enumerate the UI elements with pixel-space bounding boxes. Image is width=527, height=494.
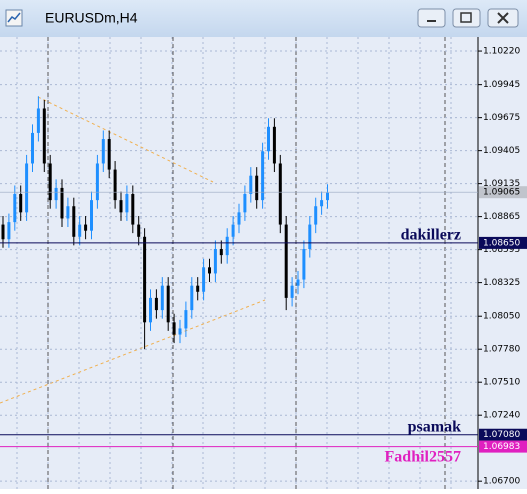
- candle-body: [249, 175, 253, 195]
- maximize-button[interactable]: [452, 8, 481, 28]
- level-price-box: [479, 440, 527, 453]
- candle-body: [225, 236, 229, 256]
- candle-body: [231, 224, 235, 237]
- candle-body: [90, 200, 93, 231]
- candle-body: [95, 163, 99, 201]
- y-tick-label: 1.07240: [483, 411, 520, 421]
- candle-body: [302, 249, 306, 280]
- candle-body: [125, 194, 129, 213]
- candle-body: [13, 194, 17, 223]
- candle-body: [178, 328, 182, 335]
- candle-body: [166, 285, 170, 323]
- trendlines: [0, 96, 266, 404]
- y-tick-label: 1.10220: [483, 47, 520, 57]
- y-tick-label: 1.08595: [483, 245, 520, 255]
- vertical-grid: [16, 37, 452, 489]
- trendline: [0, 299, 266, 404]
- candle-body: [320, 200, 324, 207]
- candle-body: [7, 222, 11, 240]
- candle-body: [19, 194, 23, 213]
- level-price-label: 1.08650: [483, 238, 520, 248]
- last-price-label: 1.09065: [483, 188, 520, 198]
- candle-body: [84, 224, 88, 231]
- candle-body: [160, 285, 164, 311]
- candle-body: [308, 224, 312, 250]
- candle-body: [149, 297, 152, 323]
- candle-body: [261, 151, 265, 201]
- level-name: Fadhil2557: [385, 448, 461, 465]
- level-price-label: 1.07080: [483, 430, 520, 440]
- candle-body: [143, 236, 147, 323]
- close-button[interactable]: [487, 8, 519, 28]
- y-tick-label: 1.09675: [483, 113, 520, 123]
- candle-body: [1, 224, 5, 240]
- candle-body: [284, 224, 288, 298]
- candle-body: [101, 139, 105, 164]
- candle-body: [48, 163, 52, 201]
- candle-body: [255, 175, 259, 201]
- candle-body: [196, 285, 200, 292]
- y-tick-label: 1.08325: [483, 278, 520, 288]
- candle-body: [25, 163, 29, 213]
- period-separators: [47, 37, 446, 489]
- level-name: psamak: [408, 418, 461, 435]
- candle-body: [243, 194, 247, 213]
- candle-body: [237, 212, 241, 225]
- candle-body: [66, 206, 70, 219]
- candle-body: [172, 322, 176, 335]
- window-title: EURUSDm,H4: [45, 10, 138, 26]
- candle-body: [219, 249, 223, 256]
- candle-body: [137, 224, 141, 237]
- candle-body: [208, 267, 211, 274]
- chart-area: [0, 37, 527, 489]
- candle-body: [314, 206, 318, 225]
- level-price-label: 1.06983: [483, 442, 520, 452]
- last-price-box: [479, 186, 527, 199]
- level-name: dakillerz: [401, 227, 461, 244]
- candle-body: [131, 194, 135, 225]
- candle-body: [213, 249, 217, 274]
- candle-body: [272, 126, 276, 164]
- y-tick-label: 1.07510: [483, 378, 520, 388]
- y-tick-label: 1.06700: [483, 477, 520, 487]
- candle-body: [267, 126, 270, 152]
- candle-body: [190, 285, 194, 311]
- candle-body: [60, 187, 64, 219]
- candle-body: [36, 108, 40, 133]
- y-tick-label: 1.08050: [483, 312, 520, 322]
- candle-body: [119, 200, 123, 213]
- minimize-button[interactable]: [417, 8, 446, 28]
- candle-body: [42, 108, 46, 164]
- y-tick-label: 1.09135: [483, 179, 520, 189]
- level-price-box: [479, 236, 527, 249]
- candle-body: [113, 169, 117, 201]
- candle-body: [31, 132, 34, 164]
- candle-body: [184, 310, 188, 329]
- candle-body: [107, 139, 111, 170]
- y-tick-label: 1.08865: [483, 212, 520, 222]
- window-icon: [5, 9, 23, 27]
- candle-body: [202, 267, 206, 292]
- candle-body: [78, 224, 82, 237]
- candle-body: [290, 285, 294, 298]
- y-tick-label: 1.09945: [483, 80, 520, 90]
- y-tick-label: 1.09405: [483, 146, 520, 156]
- candle-body: [72, 206, 76, 237]
- level-price-box: [479, 428, 527, 441]
- candle-body: [278, 163, 282, 225]
- candle-body: [296, 279, 300, 286]
- candle-body: [154, 297, 158, 311]
- candle-body: [326, 192, 329, 201]
- candle-body: [54, 187, 58, 201]
- y-tick-label: 1.07780: [483, 345, 520, 355]
- trendline: [37, 96, 214, 183]
